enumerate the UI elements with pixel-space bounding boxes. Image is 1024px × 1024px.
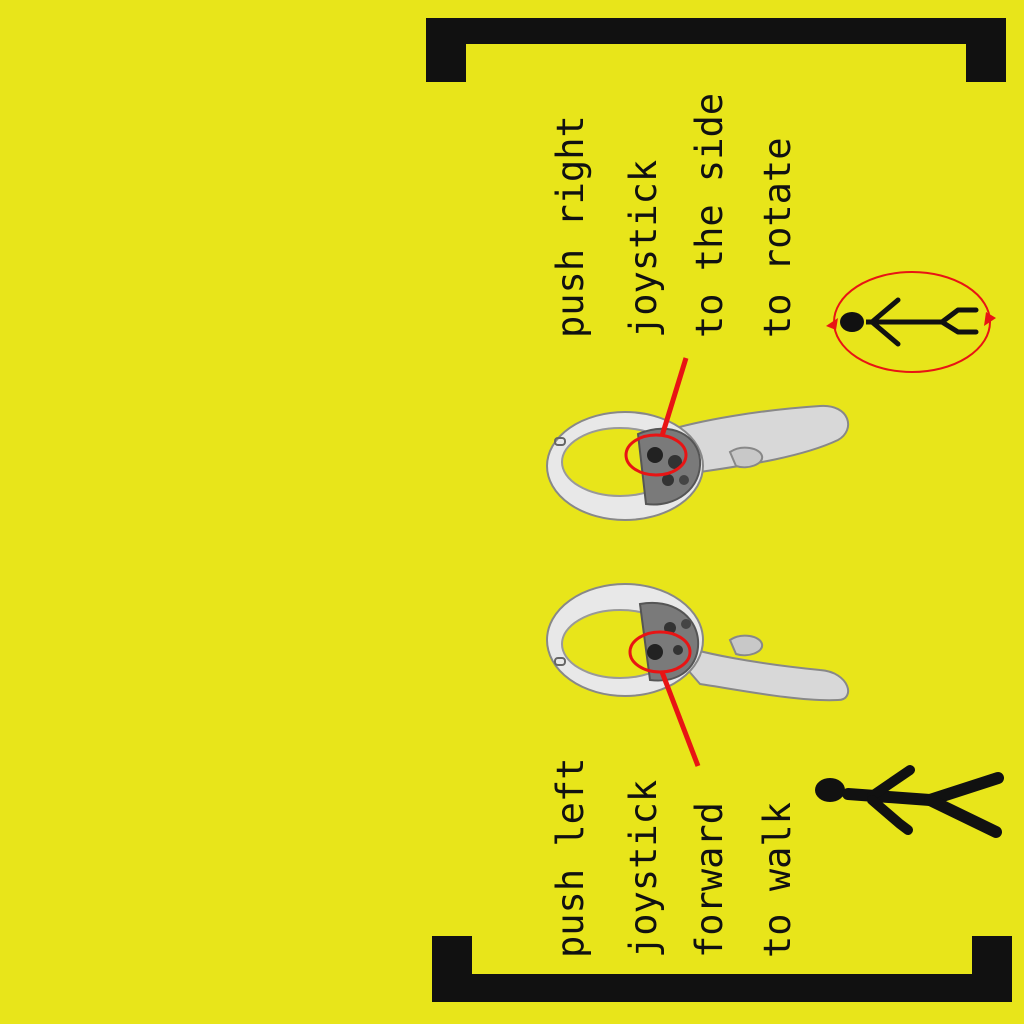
walking-person-icon: [815, 765, 1004, 838]
left-instruction-line-3: forward: [688, 802, 731, 958]
right-instruction-text: push right joystick to the side to rotat…: [549, 93, 799, 338]
left-instruction-line-1: push left: [549, 758, 592, 958]
right-vr-controller-icon: [546, 404, 849, 521]
right-instruction-line-4: to rotate: [756, 138, 799, 338]
left-instruction-line-4: to walk: [756, 802, 799, 958]
left-vr-controller-icon: [546, 583, 849, 702]
right-joystick-highlight-circle: [624, 433, 688, 477]
right-instruction-line-2: joystick: [622, 160, 665, 338]
left-joystick-highlight-circle: [628, 630, 692, 674]
left-pointer-line: [659, 671, 701, 767]
left-instruction-text: push left joystick forward to walk: [549, 758, 799, 958]
right-instruction-line-3: to the side: [688, 93, 731, 338]
right-pointer-line: [659, 357, 689, 437]
rotating-person-icon: [826, 271, 996, 373]
top-bracket: [426, 18, 1006, 82]
left-instruction-line-2: joystick: [622, 780, 665, 958]
right-instruction-line-1: push right: [549, 115, 592, 338]
bottom-bracket: [432, 936, 1012, 1002]
